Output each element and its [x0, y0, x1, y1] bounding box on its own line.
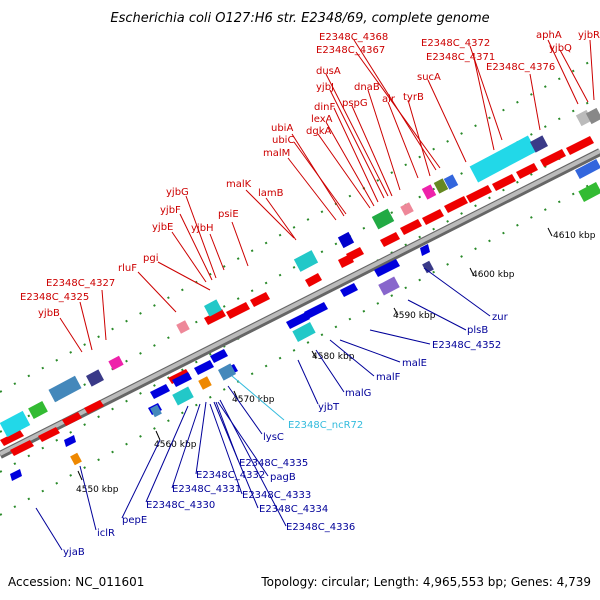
- gene-label: E2348C_ncR72: [288, 420, 363, 431]
- tick-marks: [77, 227, 553, 481]
- gene-label: iclR: [97, 528, 115, 539]
- gene-label: pspG: [342, 98, 368, 109]
- tick-label: 4600 kbp: [472, 270, 515, 280]
- tick-label: 4550 kbp: [76, 485, 119, 495]
- genome-info-text: Topology: circular; Length: 4,965,553 bp…: [261, 575, 591, 589]
- gene-label: dusA: [316, 66, 341, 77]
- gene-label: malG: [345, 388, 371, 399]
- gene-label: yjbQ: [549, 43, 572, 54]
- tick-label: 4570 kbp: [232, 395, 275, 405]
- reverse-labels: zur plsB E2348C_4352 malE malF malG yjbT…: [63, 312, 509, 558]
- forward-labels: yjbB E2348C_4325 E2348C_4327 rluF pgi yj…: [20, 30, 600, 319]
- map-title: Escherichia coli O127:H6 str. E2348/69, …: [110, 11, 490, 26]
- reverse-boxes: [70, 260, 434, 466]
- gene-label: E2348C_4327: [46, 278, 115, 289]
- gene-label: yjbH: [191, 223, 214, 234]
- gene-label: E2348C_4368: [319, 32, 388, 43]
- gene-label: E2348C_4331: [172, 484, 241, 495]
- gene-label: yjbF: [160, 205, 181, 216]
- gene-label: E2348C_4371: [426, 52, 495, 63]
- gene-label: yjbJ: [316, 82, 334, 93]
- gene-label: E2348C_4372: [421, 38, 490, 49]
- forward-leader-lines: [59, 39, 595, 353]
- gene-label: yjaB: [63, 547, 85, 558]
- gene-label: ubiC: [272, 135, 294, 146]
- gene-label: malM: [263, 148, 290, 159]
- tick-label: 4580 kbp: [312, 352, 355, 362]
- gene-label: malF: [376, 372, 401, 383]
- gene-label: E2348C_4325: [20, 292, 89, 303]
- gene-label: pagB: [270, 472, 296, 483]
- gene-label: E2348C_4367: [316, 45, 385, 56]
- gene-label: E2348C_4334: [259, 504, 328, 515]
- gene-label: psiE: [218, 209, 239, 220]
- gene-label: yjbR: [578, 30, 600, 41]
- gene-label: dnaB: [354, 82, 380, 93]
- accession-text: Accession: NC_011601: [8, 575, 145, 589]
- gene-label: plsB: [467, 325, 488, 336]
- gene-label: dinF: [314, 102, 335, 113]
- gene-label: E2348C_4336: [286, 522, 355, 533]
- ncrna-labels: E2348C_ncR72: [288, 420, 363, 431]
- gene-label: pepE: [122, 515, 147, 526]
- gene-label: E2348C_4332: [196, 470, 265, 481]
- gene-label: E2348C_4376: [486, 62, 555, 73]
- gene-label: aphA: [536, 30, 562, 41]
- gene-label: pgi: [143, 253, 158, 264]
- tick-label: 4590 kbp: [393, 311, 436, 321]
- gene-label: E2348C_4352: [432, 340, 501, 351]
- gene-label: E2348C_4333: [242, 490, 311, 501]
- ncrna-leader-line: [231, 375, 285, 421]
- forward-features: [0, 136, 594, 456]
- tick-label: 4560 kbp: [154, 440, 197, 450]
- gene-label: ubiA: [271, 123, 293, 134]
- gene-label: yjbE: [152, 222, 173, 233]
- gene-label: E2348C_4330: [146, 500, 215, 511]
- gene-label: rluF: [118, 263, 137, 274]
- tick-label: 4610 kbp: [553, 231, 596, 241]
- gene-label: dgkA: [306, 126, 331, 137]
- forward-boxes: [0, 107, 600, 438]
- gene-label: E2348C_4335: [239, 458, 308, 469]
- gene-label: yjbB: [38, 308, 60, 319]
- gene-label: malE: [402, 358, 427, 369]
- gene-label: lysC: [263, 432, 284, 443]
- gene-label: yjbG: [166, 187, 189, 198]
- tick-labels: 4550 kbp 4560 kbp 4570 kbp 4580 kbp 4590…: [76, 231, 596, 495]
- gene-label: lexA: [311, 114, 333, 125]
- gene-label: yjbT: [318, 402, 340, 413]
- gene-label: alr: [382, 94, 396, 105]
- gene-label: tyrB: [403, 92, 424, 103]
- gene-label: zur: [492, 312, 509, 323]
- reverse-leader-lines: [35, 267, 491, 551]
- gene-label: sucA: [417, 72, 441, 83]
- gene-label: lamB: [258, 188, 284, 199]
- gene-label: malK: [226, 179, 252, 190]
